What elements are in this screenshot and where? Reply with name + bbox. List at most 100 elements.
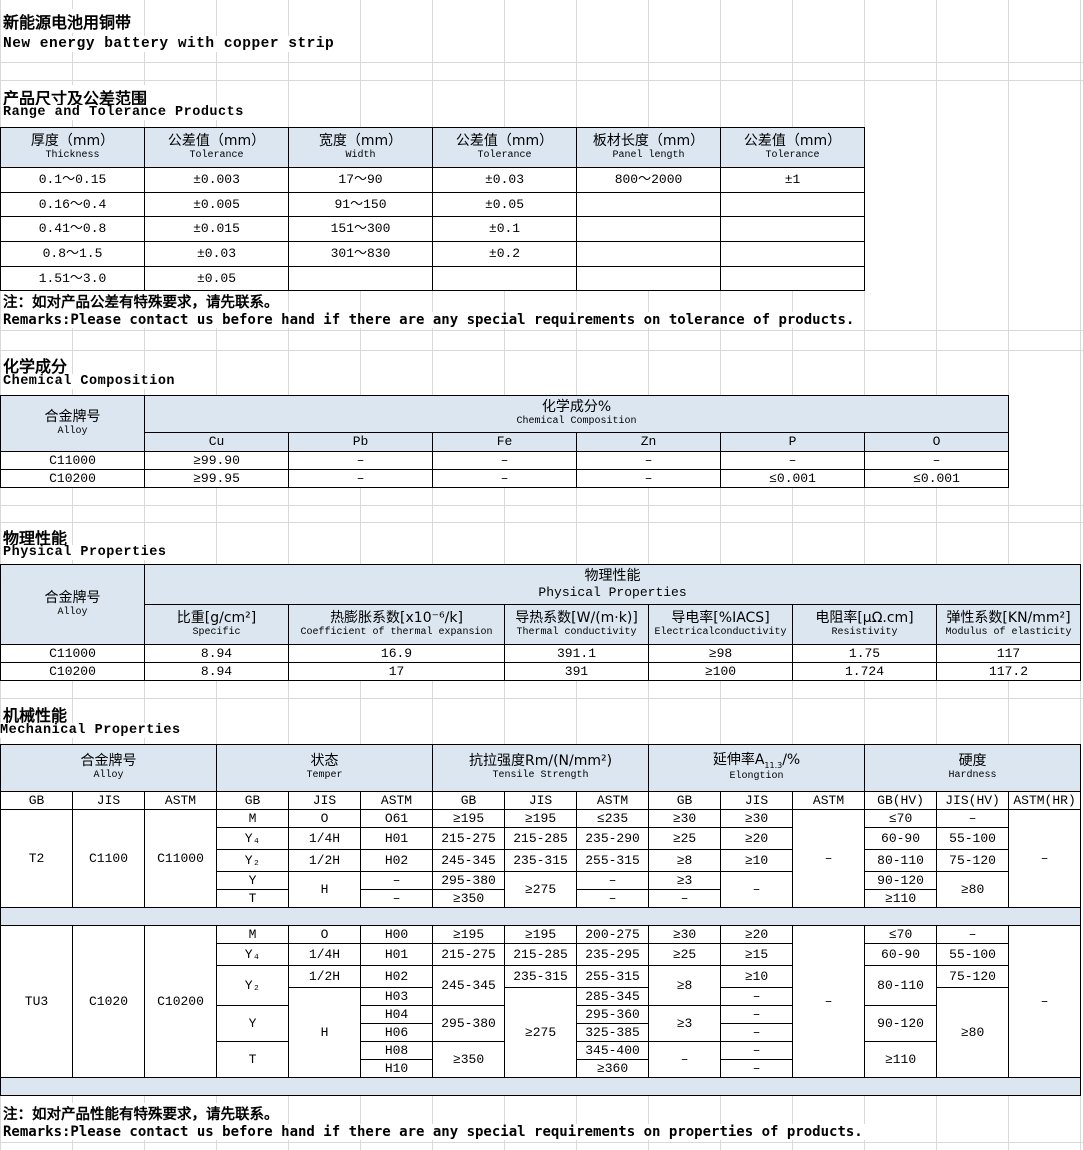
element-header: O <box>864 432 1009 452</box>
table-row: Y₄ 1/4H H01 215-275 215-285 235-295 ≥25 ≥15 60-9… <box>1 943 1081 966</box>
table-cell: 1.724 <box>792 662 937 681</box>
table-cell <box>720 241 865 267</box>
table-cell: O <box>288 809 361 828</box>
mechanical-remark-en: Remarks:Please contact us before hand if… <box>3 1124 867 1140</box>
physical-properties-table: 合金牌号 Alloy 物理性能 Physical Properties 比重[g/cm²… <box>0 564 1082 681</box>
table-cell: – <box>288 451 433 470</box>
element-header: Fe <box>432 432 577 452</box>
table-cell: 215-285 <box>504 827 578 850</box>
table-row: C11000 ≥99.90– – – – – <box>0 451 1009 470</box>
table-cell: 90-120 <box>864 871 938 890</box>
table-cell: Y <box>216 1005 289 1042</box>
header-label-en: Electricalconductivity <box>654 626 787 638</box>
table-cell: 345-400 <box>576 1041 650 1060</box>
table-cell: – <box>1008 809 1082 908</box>
table-cell <box>576 241 721 267</box>
element-header: P <box>720 432 865 452</box>
table-cell: ≥10 <box>720 849 794 872</box>
table-cell: 90-120 <box>864 1005 938 1042</box>
table-cell: – <box>576 889 650 908</box>
table-cell: ≥195 <box>432 925 506 944</box>
table-cell: ±0.015 <box>144 216 289 242</box>
table-cell: ±0.005 <box>144 192 289 217</box>
page-title: 新能源电池用铜带 <box>3 9 136 33</box>
table-cell: C11000 <box>0 451 145 470</box>
table-cell: ≥195 <box>504 809 578 828</box>
group-header: 合金牌号 Alloy <box>0 744 217 792</box>
table-cell: O61 <box>359 809 434 828</box>
table-cell: 235-290 <box>576 827 650 850</box>
table-cell: 1/4H <box>288 827 361 850</box>
table-cell: ±0.03 <box>432 167 577 193</box>
range-tolerance-table: 厚度（mm） Thickness 公差值（mm） Tolerance 宽度（mm） Wid… <box>0 127 865 291</box>
table-cell <box>576 266 721 291</box>
header-label-zh: 厚度（mm） <box>30 132 115 149</box>
header-label-en: Tensile Strength <box>492 770 589 782</box>
header-label-en: Temper <box>306 770 343 782</box>
table-cell: 55-100 <box>936 827 1010 850</box>
composition-group-header: 化学成分% Chemical Composition <box>144 395 1009 433</box>
table-cell: Y₄ <box>216 827 289 850</box>
physical-group-header: 物理性能 Physical Properties <box>143 564 1082 605</box>
table-cell: Y₂ <box>216 965 289 1006</box>
table-cell: ≥30 <box>720 809 794 828</box>
table-cell: 245-345 <box>432 849 506 872</box>
page-subtitle: New energy battery with copper strip <box>3 36 339 52</box>
header-label-zh: 导电率[%IACS] <box>671 609 770 626</box>
column-header: 厚度（mm） Thickness <box>0 127 145 168</box>
table-cell: 80-110 <box>864 849 938 872</box>
table-row: 合金牌号 Alloy 物理性能 Physical Properties <box>0 564 1082 645</box>
table-cell: ≥100 <box>648 662 793 681</box>
table-cell: H01 <box>359 827 434 850</box>
table-cell: H04 <box>359 1005 434 1024</box>
column-header: 导电率[%IACS] Electricalconductivity <box>648 604 793 645</box>
mechanical-section-subtitle: Mechanical Properties <box>0 723 185 738</box>
table-cell: H00 <box>359 925 434 944</box>
header-label-zh: 板材长度（mm） <box>592 132 705 149</box>
header-label-en: Modulus of elasticity <box>945 626 1072 638</box>
table-cell <box>720 216 865 242</box>
table-cell: ≤0.001 <box>864 469 1009 488</box>
sub-header: ASTM <box>144 791 217 810</box>
table-cell: Y <box>216 871 289 890</box>
table-row: H H03 ≥275 285-345 – ≥80 <box>1 987 1081 1078</box>
table-cell: H03 <box>359 987 434 1006</box>
header-label-zh: 热膨胀系数[x10⁻⁶/k] <box>330 609 463 626</box>
header-label-en: Alloy <box>57 606 88 618</box>
table-cell: – <box>288 469 433 488</box>
chemical-composition-table: 合金牌号 Alloy 化学成分% Chemical Composition Cu Pb Fe… <box>0 395 1009 488</box>
sub-header: ASTM(HR) <box>1008 791 1082 810</box>
header-label-en: Elongtion <box>729 771 784 783</box>
table-cell: 8.94 <box>144 644 289 663</box>
table-row: C10200 ≥99.95– – – ≤0.001 ≤0.001 <box>0 469 1009 488</box>
header-label-zh: 合金牌号 <box>44 408 101 425</box>
table-row: Y₄ 1/4H H01 215-275 215-285 235-290 ≥25 ≥20 60-9… <box>1 827 1081 850</box>
table-cell: – <box>720 451 865 470</box>
table-cell: 60-90 <box>864 943 938 966</box>
gridline <box>0 62 1083 63</box>
sub-header: GB <box>216 791 289 810</box>
subscript: 11.3 <box>764 760 783 770</box>
table-cell: 1/4H <box>288 943 361 966</box>
table-cell: 215-275 <box>432 827 506 850</box>
table-cell <box>288 266 433 291</box>
table-cell: H01 <box>359 943 434 966</box>
table-cell: 295-380 <box>432 871 506 890</box>
table-row <box>0 1077 1082 1096</box>
table-cell: – <box>720 1059 794 1078</box>
table-cell: ≥20 <box>720 827 794 850</box>
header-label-en: Physical Properties <box>538 585 687 601</box>
block-separator <box>0 907 1082 926</box>
table-cell <box>576 192 721 217</box>
table-row: T2 C1100 C11000 M O O61 ≥195 ≥195 ≤235 ≥30 ≥30– ≤70… <box>0 809 1082 908</box>
table-cell: – <box>648 889 722 908</box>
table-row: TU3 C1020 C10200 M O H00 ≥195 ≥195 200-275 ≥30 ≥20… <box>0 925 1082 1078</box>
table-cell: ≥80 <box>936 871 1010 908</box>
table-cell: ≥195 <box>432 809 506 828</box>
header-label-zh: 宽度（mm） <box>318 132 403 149</box>
table-cell: ≥275 <box>504 871 578 908</box>
table-cell: 391.1 <box>504 644 649 663</box>
table-cell: – <box>720 1005 794 1024</box>
column-header: 热膨胀系数[x10⁻⁶/k] Coefficient of thermal exp… <box>288 604 505 645</box>
table-cell: ≥98 <box>648 644 793 663</box>
